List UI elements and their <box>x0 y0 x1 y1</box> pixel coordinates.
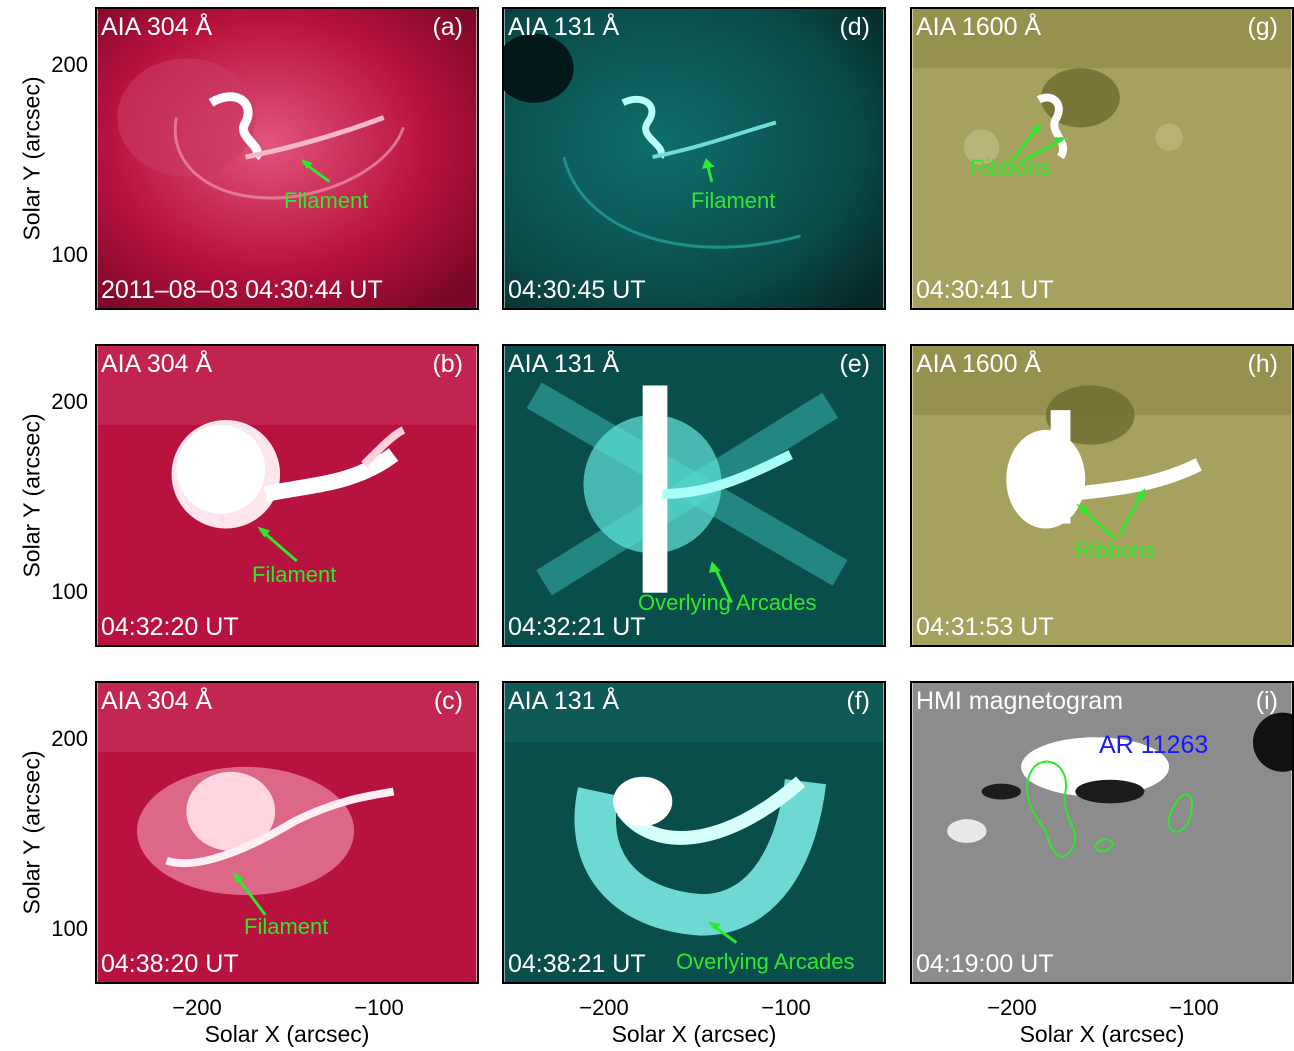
y-tick-label: 100 <box>51 916 88 941</box>
panel-b-aia304: AIA 304 Å (b) Filament 04:32:20 UT <box>95 344 479 647</box>
x-tick-label: −200 <box>579 995 629 1020</box>
panel-g-aia1600: AIA 1600 Å (g) Ribbons 04:30:41 UT <box>910 7 1294 310</box>
solar-image-aia131-f <box>504 683 884 982</box>
wavelength-label: HMI magnetogram <box>916 687 1124 715</box>
annotation-label: Ribbons <box>1075 538 1156 563</box>
annotation-label: Filament <box>284 188 369 213</box>
panel-i-hmi: HMI magnetogram (i) AR 11263 04:19:00 UT <box>910 681 1294 984</box>
y-tick-label: 100 <box>51 242 88 267</box>
wavelength-label: AIA 304 Å <box>101 13 213 41</box>
panel-tag: (g) <box>1247 13 1278 41</box>
solar-image-aia131-e <box>504 346 884 645</box>
y-tick-label: 100 <box>51 579 88 604</box>
panel-tag: (e) <box>839 350 870 378</box>
panel-tag: (c) <box>433 687 463 715</box>
solar-image-aia1600-g <box>912 9 1292 308</box>
wavelength-label: AIA 131 Å <box>508 13 620 41</box>
timestamp-label: 04:31:53 UT <box>916 613 1054 641</box>
panel-tag: (b) <box>432 350 463 378</box>
x-tick-label: −100 <box>761 995 811 1020</box>
timestamp-label: 04:32:21 UT <box>508 613 646 641</box>
y-tick-label: 200 <box>51 726 88 751</box>
x-tick-label: −100 <box>1169 995 1219 1020</box>
wavelength-label: AIA 1600 Å <box>916 13 1042 41</box>
x-tick-label: −200 <box>172 995 222 1020</box>
panel-e-aia131: AIA 131 Å (e) Overlying Arcades 04:32:21… <box>502 344 886 647</box>
x-axis-label-col2: Solar X (arcsec) <box>611 1021 777 1047</box>
solar-image-aia131-d <box>504 9 884 308</box>
timestamp-label: 04:19:00 UT <box>916 950 1054 978</box>
timestamp-label: 04:30:45 UT <box>508 276 646 304</box>
timestamp-label: 04:30:41 UT <box>916 276 1054 304</box>
solar-image-aia304-b <box>97 346 477 645</box>
annotation-label: Filament <box>244 914 329 939</box>
panel-tag: (d) <box>839 13 870 41</box>
wavelength-label: AIA 304 Å <box>101 350 213 378</box>
x-axis-label-col1: Solar X (arcsec) <box>204 1021 370 1047</box>
panel-tag: (i) <box>1255 687 1278 715</box>
x-axis-label-col3: Solar X (arcsec) <box>1019 1021 1185 1047</box>
panel-d-aia131: AIA 131 Å (d) Filament 04:30:45 UT <box>502 7 886 310</box>
solar-image-hmi-magnetogram-i <box>912 683 1292 982</box>
wavelength-label: AIA 131 Å <box>508 350 620 378</box>
panel-tag: (a) <box>432 13 463 41</box>
annotation-label: Overlying Arcades <box>638 590 817 615</box>
x-tick-label: −200 <box>987 995 1037 1020</box>
panel-c-aia304: AIA 304 Å (c) Filament 04:38:20 UT <box>95 681 479 984</box>
solar-image-aia304-a <box>97 9 477 308</box>
timestamp-label: 04:38:20 UT <box>101 950 239 978</box>
annotation-label: Overlying Arcades <box>676 949 855 974</box>
annotation-label: Filament <box>252 562 337 587</box>
panel-tag: (f) <box>846 687 870 715</box>
annotation-label: Ribbons <box>970 155 1051 180</box>
wavelength-label: AIA 1600 Å <box>916 350 1042 378</box>
y-tick-label: 200 <box>51 52 88 77</box>
panel-h-aia1600: AIA 1600 Å (h) Ribbons 04:31:53 UT <box>910 344 1294 647</box>
panel-a-aia304: AIA 304 Å (a) Filament 2011–08–03 04:30:… <box>95 7 479 310</box>
wavelength-label: AIA 304 Å <box>101 687 213 715</box>
timestamp-label: 04:38:21 UT <box>508 950 646 978</box>
timestamp-label: 2011–08–03 04:30:44 UT <box>101 276 383 304</box>
timestamp-label: 04:32:20 UT <box>101 613 239 641</box>
y-tick-label: 200 <box>51 389 88 414</box>
solar-image-aia1600-h <box>912 346 1292 645</box>
x-tick-label: −100 <box>354 995 404 1020</box>
active-region-label: AR 11263 <box>1099 731 1209 759</box>
panel-tag: (h) <box>1247 350 1278 378</box>
annotation-label: Filament <box>691 188 776 213</box>
panel-f-aia131: AIA 131 Å (f) Overlying Arcades 04:38:21… <box>502 681 886 984</box>
wavelength-label: AIA 131 Å <box>508 687 620 715</box>
solar-image-aia304-c <box>97 683 477 982</box>
